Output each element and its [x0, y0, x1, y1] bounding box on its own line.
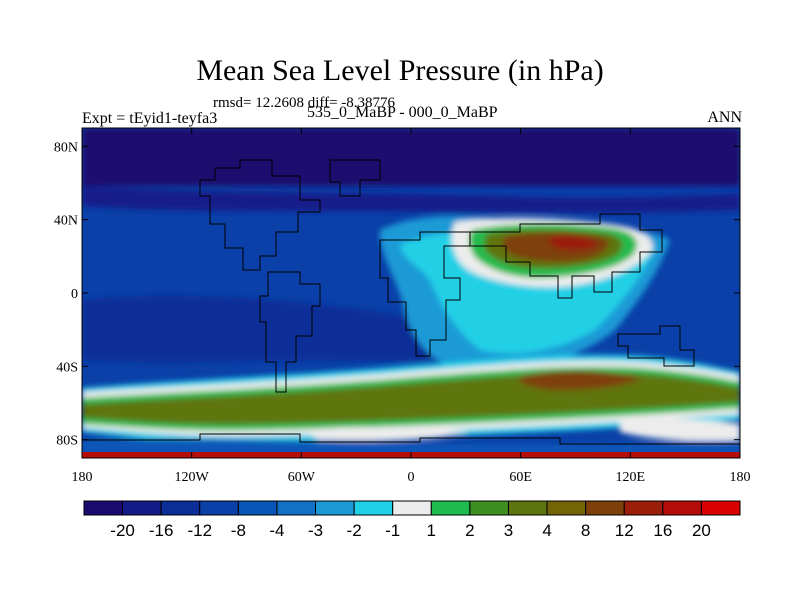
colorbar-label: -2: [347, 521, 362, 540]
tropical-low: [82, 295, 460, 363]
pressure-field: [82, 128, 740, 458]
colorbar-label: -4: [269, 521, 284, 540]
y-tick-label: 80N: [54, 140, 78, 155]
x-tick-label: 60W: [288, 470, 316, 485]
colorbar-label: -3: [308, 521, 323, 540]
y-axis: 80N 40N 0 40S 80S: [54, 140, 740, 449]
rmsd-diff-stats: rmsd= 12.2608 diff= -8.38776: [213, 95, 396, 111]
colorbar-swatch: [662, 500, 702, 516]
x-tick-label: 60E: [509, 470, 532, 485]
colorbar: -20 -16 -12 -8 -4 -3 -2 -1 1 2 3 4 8 12 16 20: [83, 500, 741, 540]
colorbar-label: 16: [653, 521, 672, 540]
colorbar-label: 3: [504, 521, 513, 540]
colorbar-swatch: [199, 500, 239, 516]
south-america-coast: [259, 271, 321, 393]
antarctic-patch-east: [620, 418, 740, 441]
colorbar-label: 4: [542, 521, 551, 540]
north-america-coast: [199, 159, 321, 271]
y-tick-label: 0: [71, 287, 78, 302]
colorbar-swatch: [507, 500, 548, 516]
colorbar-label: -12: [187, 521, 212, 540]
colorbar-label: -20: [110, 521, 135, 540]
season-label: ANN: [707, 109, 742, 126]
colorbar-label: -1: [385, 521, 400, 540]
colorbar-label: -8: [231, 521, 246, 540]
antarctica-coast: [82, 433, 740, 445]
antarctic-patch: [300, 426, 470, 441]
x-axis: 180 120W 60W 0 60E 120E 180: [72, 128, 751, 485]
colorbar-swatch: [546, 500, 587, 516]
coastlines: [82, 159, 740, 445]
colorbar-swatch: [585, 500, 625, 516]
north-polar-band: [82, 128, 740, 186]
colorbar-swatch: [122, 500, 162, 516]
colorbar-label: 1: [427, 521, 436, 540]
chart-title: Mean Sea Level Pressure (in hPa): [196, 54, 604, 87]
greenland-coast: [329, 159, 381, 197]
colorbar-label: 8: [581, 521, 590, 540]
y-tick-label: 40S: [56, 360, 78, 375]
colorbar-swatch: [276, 500, 317, 516]
y-tick-label: 80S: [56, 434, 78, 449]
colorbar-label: 20: [692, 521, 711, 540]
asia-coast: [469, 213, 663, 299]
colorbar-swatch: [237, 500, 278, 516]
colorbar-swatch: [353, 500, 394, 516]
x-tick-label: 180: [730, 470, 751, 485]
x-tick-label: 120W: [175, 470, 210, 485]
y-tick-label: 40N: [54, 214, 78, 229]
colorbar-swatch: [469, 500, 509, 516]
colorbar-label: 12: [615, 521, 634, 540]
southern-belt-brown: [519, 370, 640, 390]
colorbar-swatch: [430, 500, 471, 516]
colorbar-label: -16: [149, 521, 174, 540]
colorbar-swatch: [315, 500, 355, 516]
australia-coast: [617, 325, 695, 367]
experiment-label: Expt = tEyid1-teyfa3: [82, 110, 218, 127]
colorbar-swatch: [83, 500, 124, 516]
difference-label: 535_0_MaBP - 000_0_MaBP: [307, 104, 498, 121]
x-tick-label: 120E: [616, 470, 646, 485]
colorbar-swatch: [392, 500, 432, 516]
colorbar-label: 2: [465, 521, 474, 540]
asia-high-core: [549, 235, 598, 251]
colorbar-swatch: [623, 500, 664, 516]
colorbar-swatch: [700, 500, 741, 516]
x-tick-label: 180: [72, 470, 93, 485]
colorbar-swatch: [160, 500, 201, 516]
subpolar-band: [82, 186, 740, 213]
x-tick-label: 0: [408, 470, 415, 485]
